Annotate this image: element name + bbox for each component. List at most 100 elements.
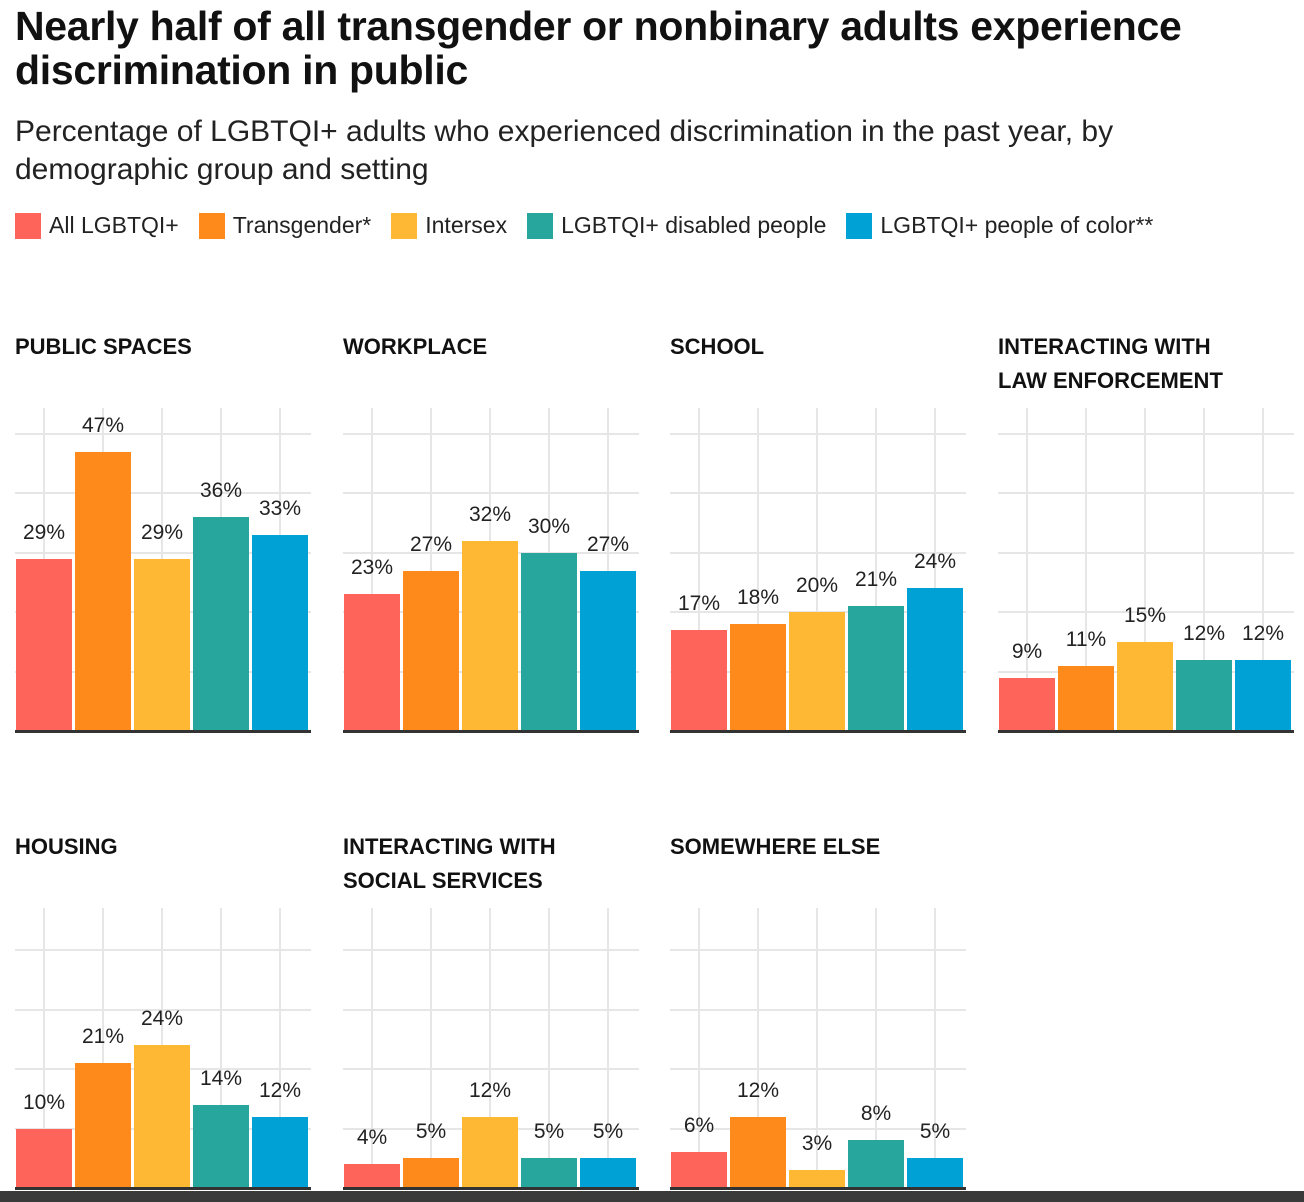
legend-label: Transgender* [232,212,372,238]
legend-item: Transgender* [198,212,372,239]
gridline-horizontal [670,551,966,554]
panel-title-line: SCHOOL [670,334,765,359]
window-bottom-edge [0,1191,1304,1202]
gridline-horizontal [15,1008,311,1011]
bar [521,1158,577,1188]
data-label: 15% [1123,603,1167,627]
bar [193,1104,249,1188]
bar [580,570,636,731]
bar [521,552,577,731]
panel-title: PUBLIC SPACES [15,330,315,364]
data-label: 36% [199,479,243,503]
data-label: 29% [140,520,184,544]
gridline-vertical [875,908,877,1188]
bar [462,1116,518,1188]
x-axis-baseline [343,730,639,733]
bar [16,558,72,731]
gridline-vertical [757,408,759,731]
gridline-vertical [220,908,222,1188]
data-label: 17% [677,592,721,616]
gridline-horizontal [670,949,966,952]
legend-item: LGBTQI+ disabled people [527,212,826,239]
bar [1176,659,1232,731]
gridline-horizontal [15,949,311,952]
bar [671,1152,727,1188]
data-label: 12% [1241,621,1285,645]
panel-plot: 29% 47% 29% 36% 33% [15,408,311,733]
gridline-horizontal [15,433,311,435]
data-label: 12% [258,1078,302,1102]
gridline-horizontal [343,492,639,495]
panel-title: SOMEWHERE ELSE [670,830,970,864]
legend-swatch [198,212,225,239]
panel-title: SCHOOL [670,330,970,364]
panel-title-line: SOMEWHERE ELSE [670,834,881,859]
panel-title: HOUSING [15,830,315,864]
legend-swatch [527,212,554,239]
bar [1117,641,1173,731]
x-axis-baseline [15,1187,311,1190]
bar [134,1045,190,1188]
gridline-vertical [430,408,432,731]
bar [344,1164,400,1188]
gridline-horizontal [670,492,966,495]
data-label: 47% [81,413,125,437]
data-label: 5% [533,1120,565,1144]
panel-title: INTERACTING WITH SOCIAL SERVICES [343,830,643,898]
bar [403,570,459,731]
panel-plot: 17% 18% 20% 21% 24% [670,408,966,733]
panel-title: WORKPLACE [343,330,643,364]
gridline-vertical [489,908,491,1188]
data-label: 24% [140,1007,184,1031]
gridline-vertical [548,908,550,1188]
bar [730,624,786,731]
gridline-horizontal [343,1068,639,1071]
gridline-horizontal [998,433,1294,435]
data-label: 27% [586,532,630,556]
panel-title-line: HOUSING [15,834,118,859]
legend-item: Intersex [391,212,507,239]
x-axis-baseline [670,730,966,733]
bar [16,1128,72,1188]
data-label: 21% [854,568,898,592]
panel-plot: 4% 5% 12% 5% 5% [343,908,639,1190]
gridline-horizontal [343,949,639,952]
gridline-horizontal [998,492,1294,495]
panel-title-line: PUBLIC SPACES [15,334,192,359]
gridline-vertical [371,908,373,1188]
legend-label: Intersex [425,212,508,238]
gridline-horizontal [343,433,639,435]
data-label: 5% [592,1120,624,1144]
data-label: 27% [409,532,453,556]
bar [252,1116,308,1188]
bar [907,588,963,731]
bar [75,1063,131,1188]
panel-title-line: SOCIAL SERVICES [343,868,543,893]
gridline-horizontal [15,492,311,495]
gridline-vertical [816,908,818,1188]
bar [462,540,518,731]
gridline-vertical [279,908,281,1188]
gridline-horizontal [670,433,966,435]
gridline-vertical [698,908,700,1188]
bar [999,677,1055,731]
bar [193,517,249,731]
gridline-vertical [1203,408,1205,731]
data-label: 10% [22,1090,66,1114]
x-axis-baseline [15,730,311,733]
gridline-vertical [607,908,609,1188]
bar [403,1158,459,1188]
bar [75,451,131,731]
gridline-vertical [698,408,700,731]
bar [671,630,727,731]
legend-swatch [15,212,41,239]
legend-swatch [846,212,873,239]
gridline-vertical [102,908,104,1188]
panel-title-line: INTERACTING WITH [998,334,1211,359]
data-label: 4% [356,1126,388,1150]
legend-label: LGBTQI+ disabled people [561,212,827,238]
bar [580,1158,636,1188]
gridline-vertical [816,408,818,731]
x-axis-baseline [670,1187,966,1190]
